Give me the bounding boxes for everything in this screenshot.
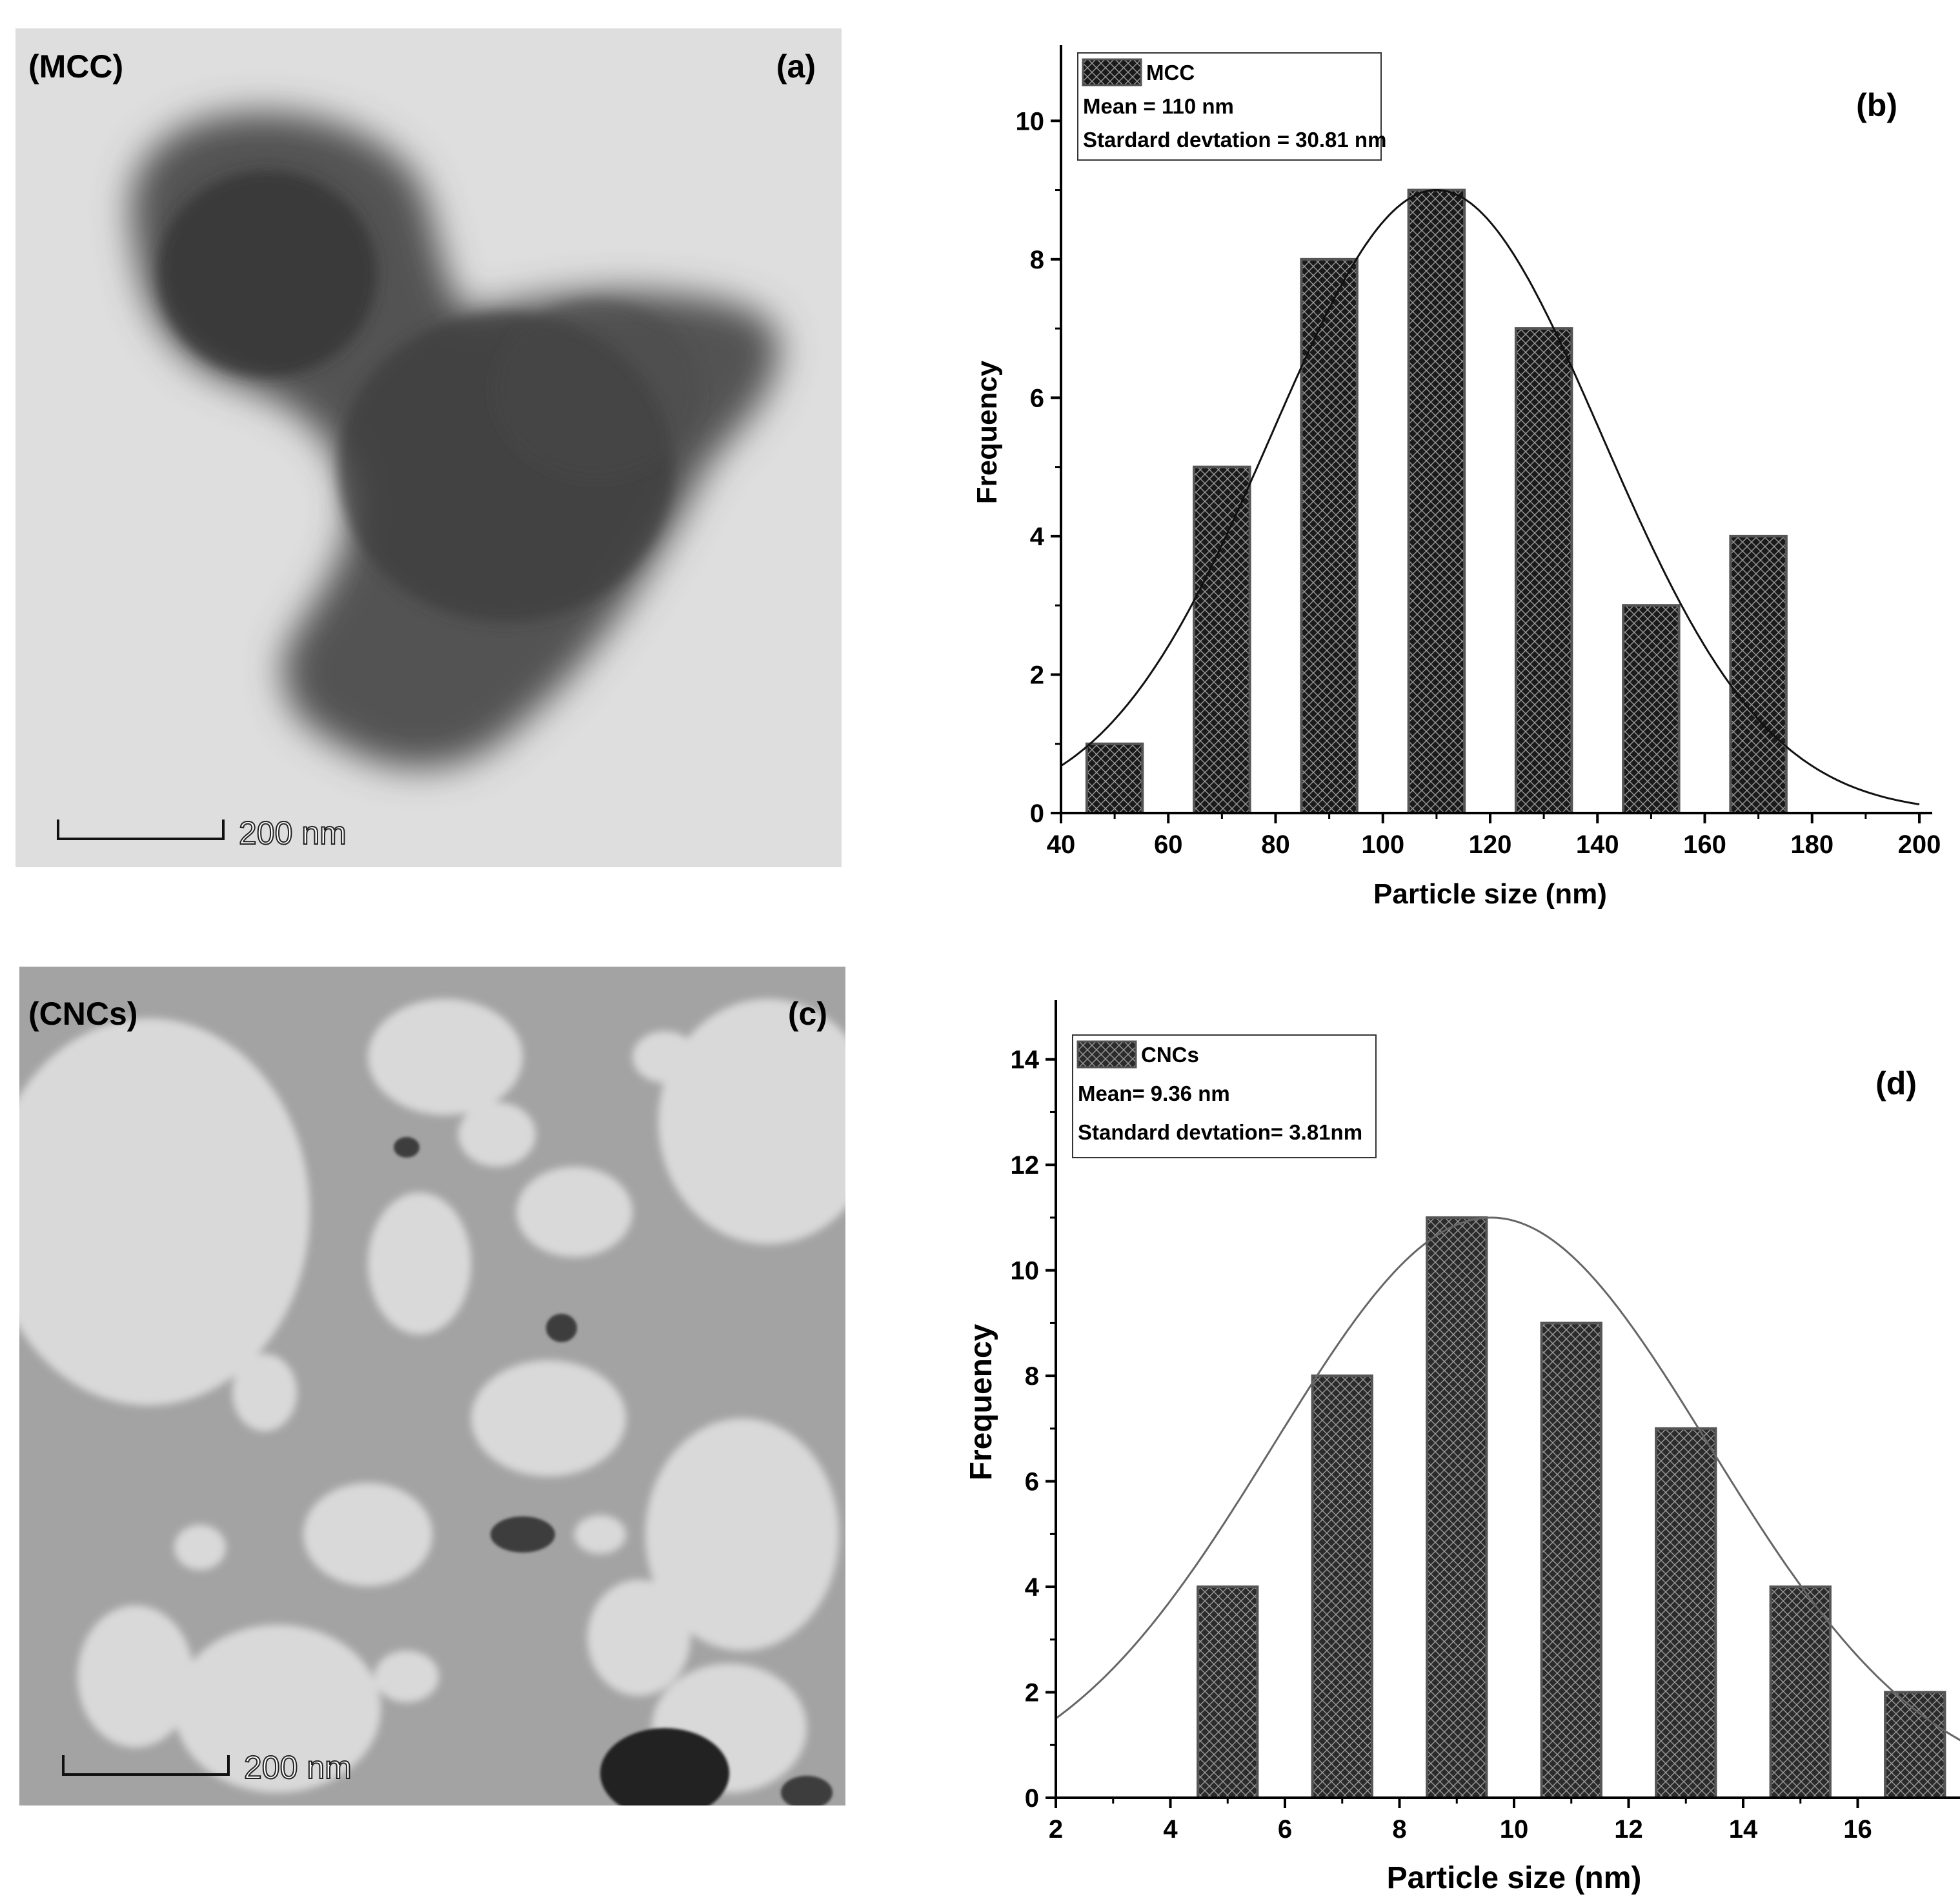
y-tick-label: 2 [1030, 661, 1044, 689]
x-tick-label: 80 [1261, 830, 1290, 859]
x-tick-label: 12 [1614, 1815, 1643, 1844]
bar [1884, 1691, 1946, 1799]
bar [1729, 534, 1788, 815]
micrograph-cncs: (CNCs) (c) 200 nm [19, 967, 845, 1805]
x-tick-label: 160 [1683, 830, 1726, 859]
micrograph-mcc: (MCC) (a) 200 nm [15, 28, 842, 867]
y-axis-title: Frequency [964, 1323, 998, 1480]
bar [1769, 1585, 1832, 1799]
panel-label: (c) [787, 996, 827, 1032]
bar [1197, 1585, 1259, 1799]
y-tick-label: 6 [1025, 1468, 1039, 1496]
scale-bar-label: 200 nm [238, 814, 347, 852]
x-tick-label: 4 [1163, 1815, 1178, 1844]
bar [1300, 257, 1359, 814]
y-tick-label: 4 [1030, 523, 1045, 551]
x-axis-title: Particle size (nm) [1387, 1861, 1642, 1895]
panel-label: (a) [776, 48, 816, 85]
sample-label: (MCC) [28, 48, 124, 85]
x-tick-label: 16 [1843, 1815, 1872, 1844]
y-tick-label: 0 [1025, 1784, 1039, 1813]
cnc-aggregates [394, 1137, 833, 1805]
y-tick-label: 6 [1030, 384, 1044, 412]
histogram-mcc: 0 2 4 6 8 10 40 60 80 100 120 140 160 180 200 Particle … [929, 0, 1960, 942]
y-tick-label: 2 [1025, 1679, 1039, 1707]
bar [1426, 1216, 1488, 1799]
bar [1655, 1427, 1717, 1799]
x-tick-label: 60 [1154, 830, 1183, 859]
x-tick-label: 180 [1790, 830, 1834, 859]
film-holes [19, 999, 845, 1793]
y-tick-label: 8 [1025, 1362, 1039, 1391]
legend-line: Standard devtation= 3.81nm [1078, 1120, 1362, 1144]
y-tick-label: 12 [1011, 1151, 1040, 1180]
x-tick-label: 120 [1469, 830, 1512, 859]
panel-label: (d) [1875, 1065, 1917, 1101]
bar [1193, 465, 1251, 814]
y-tick-label: 8 [1030, 246, 1044, 274]
y-tick-label: 10 [1016, 107, 1045, 136]
y-tick-label: 14 [1011, 1046, 1040, 1074]
y-tick-label: 4 [1025, 1573, 1040, 1602]
sample-label: (CNCs) [28, 996, 138, 1032]
fit-curve [1055, 1216, 1960, 1742]
scale-bar-label: 200 nm [243, 1749, 352, 1786]
bar [1514, 327, 1573, 815]
bar [1622, 604, 1681, 814]
x-tick-label: 2 [1049, 1815, 1063, 1844]
y-axis-title: Frequency [971, 360, 1003, 504]
legend-series-name: CNCs [1141, 1043, 1199, 1067]
legend-line: Stardard devtation = 30.81 nm [1083, 128, 1386, 152]
x-tick-label: 14 [1729, 1815, 1758, 1844]
histogram-cncs: 0 2 4 6 8 10 12 14 2 4 6 8 10 12 14 16 Particle size (nm… [929, 955, 1960, 1901]
fit-curve [1060, 189, 1920, 805]
bar [1540, 1322, 1602, 1799]
scale-bar [57, 820, 225, 840]
bar [1311, 1374, 1373, 1799]
legend-swatch [1082, 58, 1142, 86]
bar [1085, 742, 1144, 815]
x-tick-label: 140 [1576, 830, 1619, 859]
x-tick-label: 40 [1047, 830, 1076, 859]
x-tick-label: 100 [1361, 830, 1404, 859]
x-tick-label: 6 [1278, 1815, 1292, 1844]
x-tick-label: 10 [1500, 1815, 1529, 1844]
panel-label: (b) [1856, 87, 1897, 123]
y-tick-label: 10 [1011, 1257, 1040, 1285]
x-tick-label: 8 [1392, 1815, 1406, 1844]
legend-series-name: MCC [1146, 61, 1195, 85]
legend-line: Mean= 9.36 nm [1078, 1081, 1230, 1105]
x-axis-title: Particle size (nm) [1373, 878, 1607, 910]
scale-bar [62, 1755, 230, 1776]
y-tick-label: 0 [1030, 800, 1044, 828]
bar [1407, 188, 1466, 814]
x-tick-label: 200 [1898, 830, 1941, 859]
legend-line: Mean = 110 nm [1083, 94, 1234, 118]
legend-swatch [1076, 1040, 1137, 1069]
